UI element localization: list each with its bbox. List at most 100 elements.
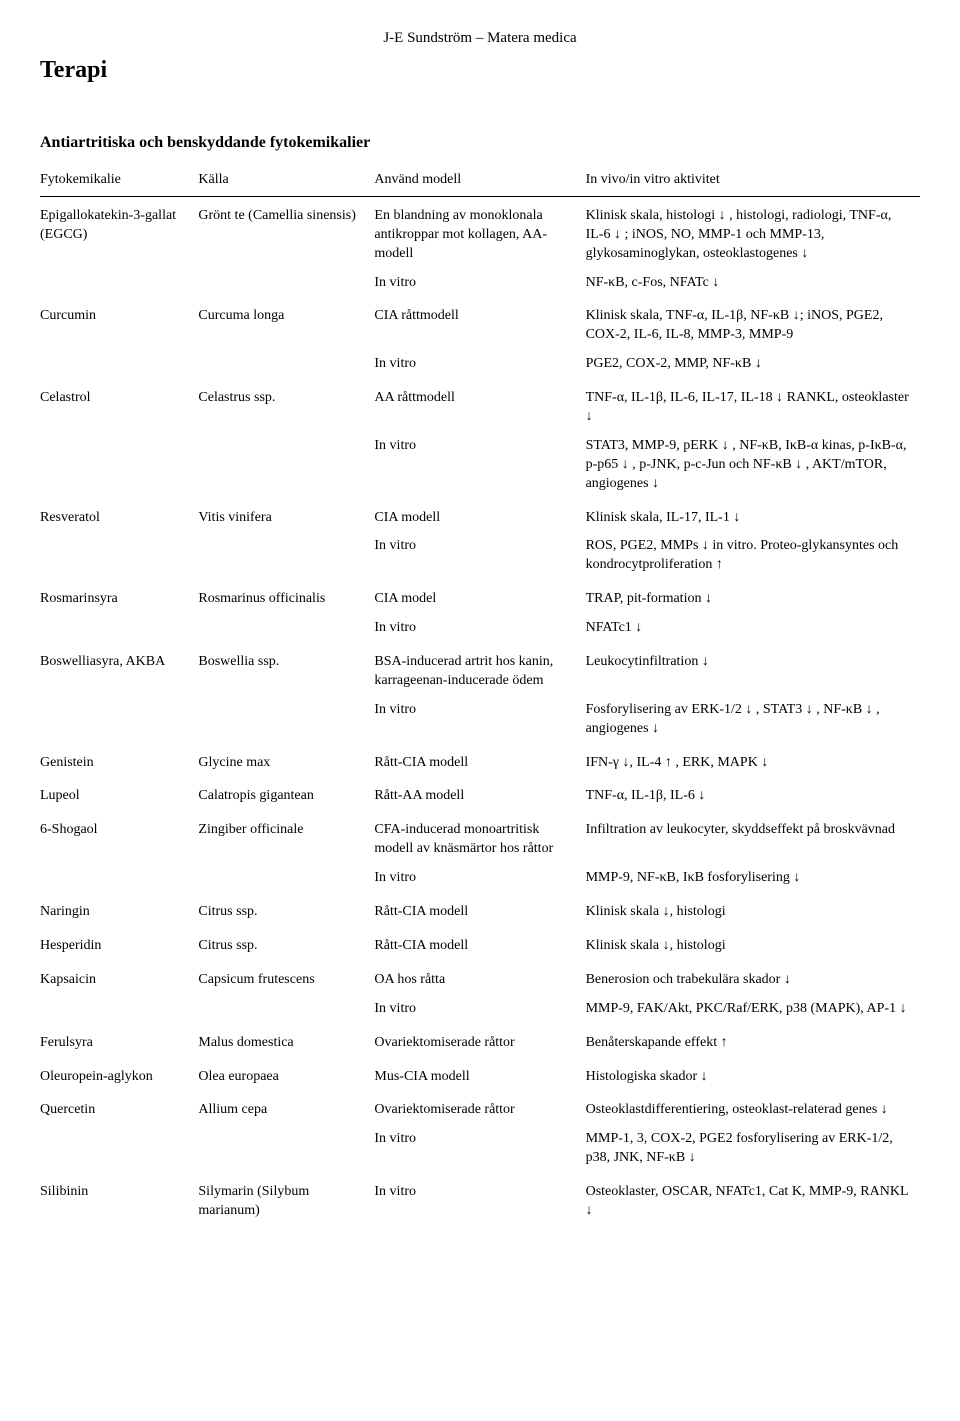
col-fytokemikalie: Fytokemikalie <box>40 166 198 196</box>
cell-activity: NFATc1 ↓ <box>586 614 920 643</box>
table-header-row: Fytokemikalie Källa Använd modell In viv… <box>40 166 920 196</box>
cell-model: En blandning av monoklonala antikroppar … <box>374 196 585 268</box>
cell-activity: TNF-α, IL-1β, IL-6 ↓ <box>586 777 920 811</box>
cell-source: Calatropis gigantean <box>198 777 374 811</box>
cell-model: In vitro <box>374 696 585 744</box>
cell-activity: MMP-9, NF-κB, IκB fosforylisering ↓ <box>586 864 920 893</box>
table-row: FerulsyraMalus domesticaOvariektomiserad… <box>40 1024 920 1058</box>
table-row: RosmarinsyraRosmarinus officinalisCIA mo… <box>40 580 920 614</box>
cell-phyto: Naringin <box>40 893 198 927</box>
cell-phyto: Hesperidin <box>40 927 198 961</box>
cell-phyto: Resveratol <box>40 499 198 533</box>
cell-model: Ovariektomiserade råttor <box>374 1024 585 1058</box>
cell-activity: ROS, PGE2, MMPs ↓ in vitro. Proteo-glyka… <box>586 532 920 580</box>
table-row: In vitroNF-κB, c-Fos, NFATc ↓ <box>40 269 920 298</box>
cell-source <box>198 432 374 499</box>
table-row: 6-ShogaolZingiber officinaleCFA-inducera… <box>40 811 920 864</box>
cell-phyto: Kapsaicin <box>40 961 198 995</box>
cell-phyto <box>40 696 198 744</box>
cell-activity: Klinisk skala, IL-17, IL-1 ↓ <box>586 499 920 533</box>
cell-activity: TRAP, pit-formation ↓ <box>586 580 920 614</box>
cell-activity: Osteoklastdifferentiering, osteoklast-re… <box>586 1091 920 1125</box>
cell-model: In vitro <box>374 532 585 580</box>
cell-source <box>198 350 374 379</box>
cell-model: In vitro <box>374 269 585 298</box>
table-row: QuercetinAllium cepaOvariektomiserade rå… <box>40 1091 920 1125</box>
cell-source: Silymarin (Silybum marianum) <box>198 1173 374 1226</box>
cell-model: Rått-AA modell <box>374 777 585 811</box>
cell-phyto: Ferulsyra <box>40 1024 198 1058</box>
cell-model: Rått-CIA modell <box>374 744 585 778</box>
cell-activity: Klinisk skala, TNF-α, IL-1β, NF-κB ↓; iN… <box>586 297 920 350</box>
cell-phyto <box>40 269 198 298</box>
cell-activity: Fosforylisering av ERK-1/2 ↓ , STAT3 ↓ ,… <box>586 696 920 744</box>
col-modell: Använd modell <box>374 166 585 196</box>
table-row: In vitroMMP-1, 3, COX-2, PGE2 fosforylis… <box>40 1125 920 1173</box>
cell-activity: Leukocytinfiltration ↓ <box>586 643 920 696</box>
cell-model: In vitro <box>374 864 585 893</box>
table-row: In vitroFosforylisering av ERK-1/2 ↓ , S… <box>40 696 920 744</box>
cell-phyto <box>40 1125 198 1173</box>
cell-model: Mus-CIA modell <box>374 1058 585 1092</box>
cell-phyto: 6-Shogaol <box>40 811 198 864</box>
cell-model: Rått-CIA modell <box>374 893 585 927</box>
cell-activity: MMP-9, FAK/Akt, PKC/Raf/ERK, p38 (MAPK),… <box>586 995 920 1024</box>
cell-phyto <box>40 350 198 379</box>
page-header: J-E Sundström – Matera medica <box>40 30 920 47</box>
cell-phyto <box>40 532 198 580</box>
cell-source: Boswellia ssp. <box>198 643 374 696</box>
table-row: In vitroPGE2, COX-2, MMP, NF-κB ↓ <box>40 350 920 379</box>
cell-model: CFA-inducerad monoartritisk modell av kn… <box>374 811 585 864</box>
cell-source <box>198 696 374 744</box>
table-title: Antiartritiska och benskyddande fytokemi… <box>40 134 920 152</box>
table-row: HesperidinCitrus ssp.Rått-CIA modellKlin… <box>40 927 920 961</box>
table-row: KapsaicinCapsicum frutescensOA hos råtta… <box>40 961 920 995</box>
cell-source: Glycine max <box>198 744 374 778</box>
table-row: GenisteinGlycine maxRått-CIA modellIFN-γ… <box>40 744 920 778</box>
cell-model: In vitro <box>374 432 585 499</box>
cell-model: Rått-CIA modell <box>374 927 585 961</box>
cell-phyto <box>40 432 198 499</box>
table-row: CurcuminCurcuma longaCIA råttmodellKlini… <box>40 297 920 350</box>
cell-source: Curcuma longa <box>198 297 374 350</box>
table-row: In vitroNFATc1 ↓ <box>40 614 920 643</box>
cell-model: CIA model <box>374 580 585 614</box>
cell-phyto: Curcumin <box>40 297 198 350</box>
cell-model: In vitro <box>374 1125 585 1173</box>
col-aktivitet: In vivo/in vitro aktivitet <box>586 166 920 196</box>
cell-source <box>198 995 374 1024</box>
cell-source <box>198 532 374 580</box>
cell-model: Ovariektomiserade råttor <box>374 1091 585 1125</box>
cell-model: AA råttmodell <box>374 379 585 432</box>
table-row: LupeolCalatropis giganteanRått-AA modell… <box>40 777 920 811</box>
cell-activity: Klinisk skala ↓, histologi <box>586 893 920 927</box>
table-row: NaringinCitrus ssp.Rått-CIA modellKlinis… <box>40 893 920 927</box>
cell-source: Malus domestica <box>198 1024 374 1058</box>
cell-phyto: Boswelliasyra, AKBA <box>40 643 198 696</box>
cell-model: OA hos råtta <box>374 961 585 995</box>
cell-model: In vitro <box>374 995 585 1024</box>
cell-phyto: Quercetin <box>40 1091 198 1125</box>
cell-source <box>198 1125 374 1173</box>
cell-activity: Klinisk skala ↓, histologi <box>586 927 920 961</box>
cell-activity: MMP-1, 3, COX-2, PGE2 fosforylisering av… <box>586 1125 920 1173</box>
cell-model: CIA råttmodell <box>374 297 585 350</box>
cell-source: Celastrus ssp. <box>198 379 374 432</box>
cell-activity: PGE2, COX-2, MMP, NF-κB ↓ <box>586 350 920 379</box>
cell-activity: Benerosion och trabekulära skador ↓ <box>586 961 920 995</box>
cell-phyto <box>40 995 198 1024</box>
cell-source: Capsicum frutescens <box>198 961 374 995</box>
cell-activity: STAT3, MMP-9, pERK ↓ , NF-κB, IκB-α kina… <box>586 432 920 499</box>
cell-phyto: Celastrol <box>40 379 198 432</box>
cell-activity: TNF-α, IL-1β, IL-6, IL-17, IL-18 ↓ RANKL… <box>586 379 920 432</box>
cell-model: In vitro <box>374 350 585 379</box>
cell-source: Vitis vinifera <box>198 499 374 533</box>
cell-source: Allium cepa <box>198 1091 374 1125</box>
cell-source: Citrus ssp. <box>198 927 374 961</box>
cell-phyto <box>40 614 198 643</box>
cell-activity: Osteoklaster, OSCAR, NFATc1, Cat K, MMP-… <box>586 1173 920 1226</box>
table-row: Oleuropein-aglykonOlea europaeaMus-CIA m… <box>40 1058 920 1092</box>
cell-model: BSA-inducerad artrit hos kanin, karragee… <box>374 643 585 696</box>
cell-source: Zingiber officinale <box>198 811 374 864</box>
table-row: In vitroMMP-9, NF-κB, IκB fosforyliserin… <box>40 864 920 893</box>
